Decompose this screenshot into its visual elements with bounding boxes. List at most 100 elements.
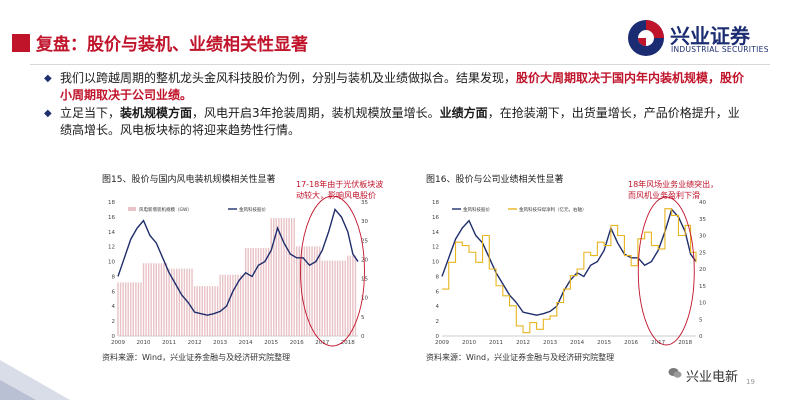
legend-label: 金风科技归母净利（亿元，右轴）: [519, 206, 587, 213]
y-right-tick-label: 30: [361, 219, 368, 225]
y-right-tick-label: 0: [361, 334, 365, 340]
capacity-bar: [158, 263, 160, 336]
y-right-tick-label: 5: [699, 317, 703, 323]
capacity-bar: [135, 282, 137, 336]
y-left-tick-label: 6: [112, 289, 116, 295]
y-right-tick-label: 25: [361, 238, 368, 244]
capacity-bar: [288, 218, 290, 336]
capacity-bar: [298, 246, 300, 336]
y-right-tick-label: 0: [699, 334, 703, 340]
capacity-bar: [237, 274, 239, 336]
page-title: 复盘：股价与装机、业绩相关性显著: [36, 35, 308, 55]
profit-series-line: [442, 208, 697, 334]
highlight-ellipse: [300, 196, 365, 347]
capacity-bar: [324, 260, 326, 336]
chart-2-source: 资料来源：Wind，兴业证券金融与及经济研究院整理: [426, 353, 615, 362]
capacity-bar: [145, 263, 147, 336]
y-left-tick-label: 2: [436, 319, 440, 325]
x-tick-label: 2015: [264, 340, 278, 346]
footer-brand: 兴业电新: [686, 370, 739, 385]
capacity-bar: [130, 282, 132, 336]
y-right-tick-label: 20: [361, 257, 368, 263]
legend-label: 金风科技股价: [239, 206, 266, 213]
capacity-bar: [296, 246, 298, 336]
title-accent-square: [12, 34, 30, 52]
capacity-bar: [319, 246, 321, 336]
capacity-bar: [186, 268, 188, 336]
x-tick-label: 2018: [678, 340, 692, 346]
bullet-2-bold-a: 装机规模方面: [120, 106, 193, 120]
footer-decoration: [0, 360, 70, 400]
x-tick-label: 2011: [489, 340, 503, 346]
capacity-bar: [265, 247, 267, 336]
capacity-bar: [221, 274, 224, 336]
capacity-bar: [270, 218, 272, 336]
capacity-bar: [163, 263, 165, 336]
y-left-tick-label: 14: [432, 230, 439, 236]
capacity-bar: [206, 286, 209, 336]
bullet-2-text-a: 立足当下，: [60, 106, 121, 120]
capacity-bar: [178, 268, 180, 336]
x-tick-label: 2012: [516, 340, 530, 346]
y-right-tick-label: 5: [361, 315, 365, 321]
x-tick-label: 2013: [213, 340, 227, 346]
x-tick-label: 2013: [543, 340, 557, 346]
capacity-bar: [209, 286, 211, 336]
chart-1-annotation: 17-18年由于光伏板块波 动较大，影响风电股价: [296, 179, 383, 201]
y-right-tick-label: 35: [699, 217, 706, 223]
y-left-tick-label: 0: [436, 334, 440, 340]
diamond-bullet-icon: ◆: [44, 73, 52, 84]
capacity-bar: [155, 263, 157, 336]
capacity-bar: [150, 263, 152, 336]
y-left-tick-label: 4: [436, 304, 440, 310]
bullet-item-2: ◆ 立足当下，装机规模方面，风电开启3年抢装周期，装机规模放量增长。业绩方面，在…: [44, 105, 749, 139]
capacity-bar: [183, 268, 186, 336]
y-right-tick-label: 15: [699, 284, 706, 290]
capacity-bar: [173, 268, 175, 336]
capacity-bar: [349, 255, 352, 336]
y-left-tick-label: 8: [112, 274, 116, 280]
capacity-bar: [232, 274, 234, 336]
y-right-tick-label: 15: [361, 277, 368, 283]
y-right-tick-label: 35: [361, 200, 368, 206]
bullet-1-highlight: 股价大周期取决于国内年内装机规模，股价小周期取决于公司业绩。: [60, 71, 745, 102]
wechat-icon: [668, 368, 682, 378]
capacity-bar: [247, 247, 249, 336]
chart-2-annotation-line-2: 而风机业务盈利下滑: [628, 191, 700, 200]
x-tick-label: 2016: [290, 340, 304, 346]
capacity-bar: [124, 282, 127, 336]
bullet-2-text-c: ，在抢装潮下，出货量增长，产品价格提升，业绩高增长。风电板块标的将迎来趋势性行情…: [60, 106, 740, 137]
chart-2-annotation: 18年风场业务业绩突出， 而风机业务盈利下滑: [628, 179, 718, 201]
capacity-bar: [339, 260, 341, 336]
bullet-list: ◆ 我们以跨越周期的整机龙头金风科技股价为例，分别与装机及业绩做拟合。结果发现，…: [44, 70, 749, 140]
capacity-bar: [275, 218, 277, 336]
y-left-tick-label: 6: [436, 289, 440, 295]
bullet-2-text-b: ，风电开启3年抢装周期，装机规模放量增长。: [192, 106, 440, 120]
bullet-1-text: 我们以跨越周期的整机龙头金风科技股价为例，分别与装机及业绩做拟合。结果发现，: [60, 71, 517, 85]
capacity-bar: [140, 282, 142, 336]
x-tick-label: 2014: [570, 340, 584, 346]
capacity-bar: [201, 286, 203, 336]
capacity-bar: [303, 246, 306, 336]
capacity-bar: [211, 286, 214, 336]
y-left-tick-label: 14: [108, 230, 115, 236]
y-right-tick-label: 25: [699, 250, 706, 256]
capacity-bar: [239, 274, 242, 336]
capacity-bar: [153, 263, 155, 336]
capacity-bar: [176, 268, 178, 336]
legend-swatch: [128, 207, 136, 211]
highlight-ellipse: [637, 196, 695, 346]
capacity-bar: [267, 247, 270, 336]
capacity-bar: [122, 282, 124, 336]
chart-1: 0 2 4 6 8 10 12 14 16 18 0 5 10 15 20 25 30 35 2009 2010 201…: [108, 196, 368, 347]
x-tick-label: 2014: [239, 340, 253, 346]
capacity-bar: [252, 247, 255, 336]
capacity-bar: [142, 263, 145, 336]
capacity-bar: [321, 260, 323, 336]
capacity-bar: [191, 268, 193, 336]
capacity-bar: [308, 246, 311, 336]
capacity-bar: [260, 247, 262, 336]
capacity-bar: [311, 246, 313, 336]
capacity-bar: [257, 247, 260, 336]
capacity-bar: [199, 286, 201, 336]
